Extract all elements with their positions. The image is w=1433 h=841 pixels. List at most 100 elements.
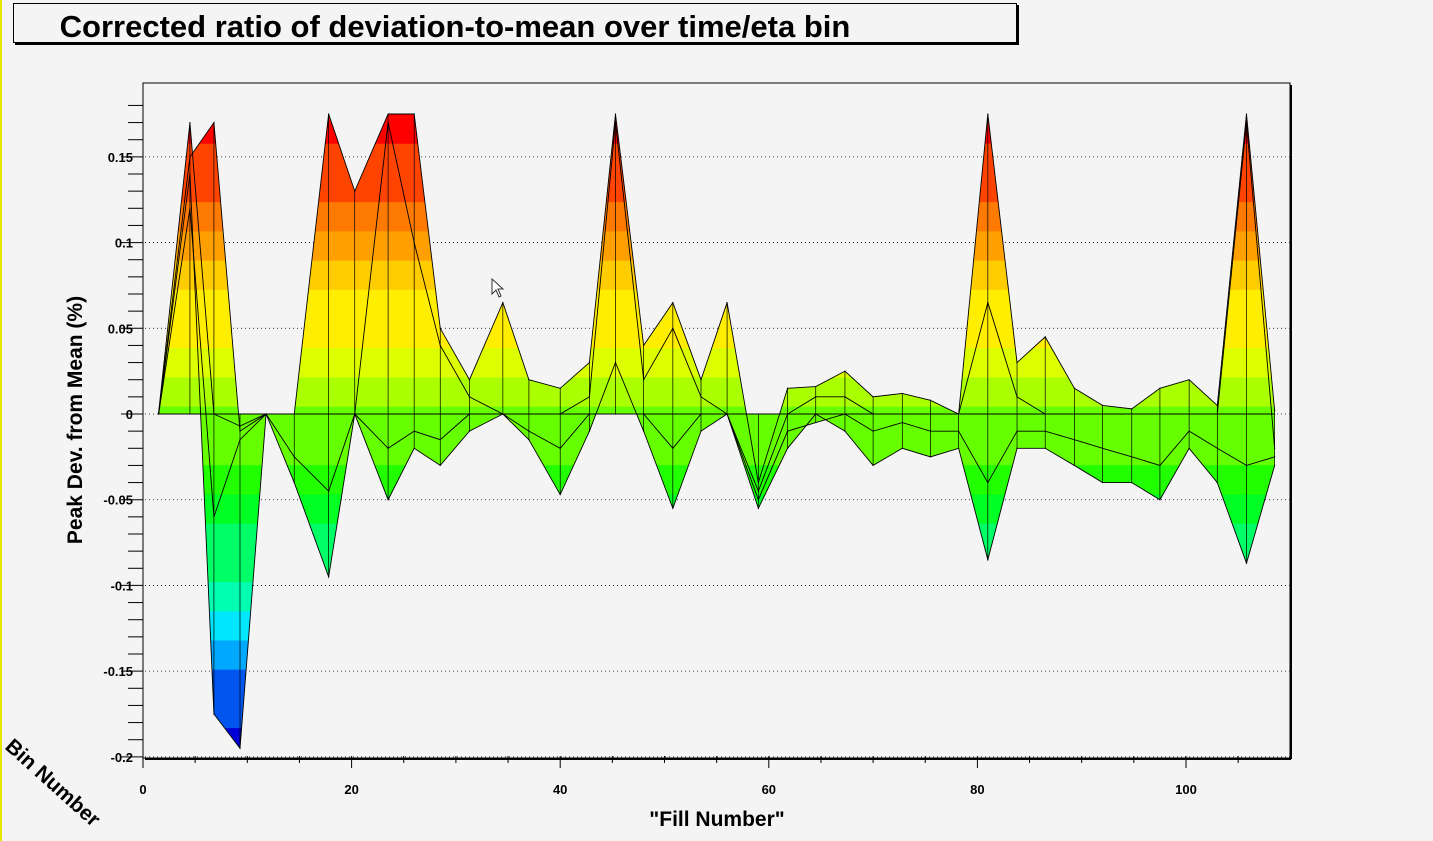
- series-point: [1216, 481, 1218, 484]
- series-point: [726, 301, 728, 304]
- series-point: [786, 430, 789, 432]
- series-point: [872, 430, 874, 432]
- series-point: [786, 447, 789, 449]
- series-point: [387, 447, 389, 449]
- series-point: [815, 421, 817, 424]
- series-point: [468, 379, 471, 381]
- series-point: [1159, 387, 1161, 389]
- series-point: [757, 490, 759, 492]
- y-tick-label: -0.05: [103, 493, 133, 508]
- series-point: [786, 387, 789, 389]
- z-axis-title: Bin Number: [1, 735, 105, 832]
- series-point: [189, 156, 191, 158]
- series-point: [614, 361, 617, 364]
- series-point: [643, 344, 645, 347]
- series-point: [1159, 464, 1161, 467]
- series-point: [643, 379, 645, 381]
- series-point: [1101, 447, 1104, 449]
- series-point: [293, 456, 295, 458]
- chart-title: Corrected ratio of deviation-to-mean ove…: [59, 9, 851, 44]
- series-point: [1188, 430, 1190, 432]
- series-point: [189, 207, 191, 209]
- series-point: [1245, 562, 1248, 564]
- series-point: [528, 430, 530, 432]
- series-point: [328, 113, 330, 115]
- series-point: [757, 507, 759, 509]
- series-point: [1073, 439, 1075, 441]
- series-point: [672, 507, 674, 509]
- series-point: [439, 439, 441, 441]
- series-point: [929, 430, 932, 432]
- series-point: [1245, 113, 1248, 115]
- series-point: [929, 399, 932, 401]
- series-point: [1274, 456, 1276, 458]
- series-point: [439, 327, 441, 329]
- series-point: [559, 493, 561, 496]
- series-point: [700, 430, 702, 432]
- series-point: [929, 456, 932, 458]
- series-point: [987, 301, 989, 304]
- y-tick-label: 0.05: [108, 321, 133, 336]
- series-point: [468, 396, 471, 398]
- series-point: [844, 430, 846, 432]
- series-point: [1073, 464, 1075, 467]
- x-tick-label: 100: [1175, 782, 1197, 797]
- series-point: [1245, 121, 1248, 124]
- series-point: [328, 576, 330, 578]
- series-point: [387, 121, 389, 124]
- series-point: [672, 447, 674, 449]
- series-point: [815, 396, 817, 398]
- series-point: [1188, 447, 1190, 449]
- series-point: [614, 121, 617, 124]
- series-point: [239, 439, 241, 441]
- series-point: [614, 113, 617, 115]
- series-point: [413, 447, 415, 449]
- series-point: [815, 385, 817, 388]
- series-point: [844, 396, 846, 398]
- series-point: [1274, 447, 1276, 449]
- axis-layer: -0.2-0.15-0.1-0.0500.050.10.150204060801…: [103, 90, 1290, 797]
- series-point: [672, 301, 674, 304]
- series-point: [643, 430, 645, 432]
- series-point: [213, 121, 215, 124]
- frame-edge: [0, 0, 2, 841]
- series-point: [700, 396, 702, 398]
- series-point: [1216, 447, 1218, 449]
- series-point: [958, 447, 960, 449]
- series-point: [387, 499, 389, 501]
- series-point: [1216, 404, 1218, 407]
- y-tick-label: -0.15: [103, 664, 133, 679]
- series-point: [901, 392, 903, 395]
- title-box: Corrected ratio of deviation-to-mean ove…: [13, 3, 1017, 44]
- series-point: [872, 464, 874, 467]
- series-point: [1101, 481, 1104, 484]
- series-point: [1159, 499, 1161, 501]
- series-point: [672, 327, 674, 329]
- series-point: [1101, 404, 1104, 407]
- x-axis-title: "Fill Number": [649, 808, 784, 831]
- series-point: [387, 113, 389, 115]
- series-point: [1044, 336, 1046, 338]
- series-point: [439, 464, 441, 467]
- series-point: [559, 387, 561, 389]
- series-point: [1016, 361, 1018, 364]
- series-point: [987, 113, 989, 115]
- series-point: [901, 447, 903, 449]
- series-point: [213, 713, 215, 715]
- series-point: [1131, 481, 1133, 484]
- series-point: [757, 481, 759, 484]
- series-point: [958, 430, 960, 432]
- series-point: [700, 379, 702, 381]
- series-point: [1044, 430, 1046, 432]
- y-axis-title: Peak Dev. from Mean (%): [64, 296, 87, 544]
- series-point: [1274, 464, 1276, 467]
- series-line: [158, 113, 1276, 483]
- series-point: [1188, 379, 1190, 381]
- series-point: [528, 379, 530, 381]
- series-point: [189, 121, 191, 124]
- x-tick-label: 20: [344, 782, 358, 797]
- series-point: [1131, 456, 1133, 458]
- series-point: [1274, 409, 1276, 412]
- series-point: [1073, 387, 1075, 389]
